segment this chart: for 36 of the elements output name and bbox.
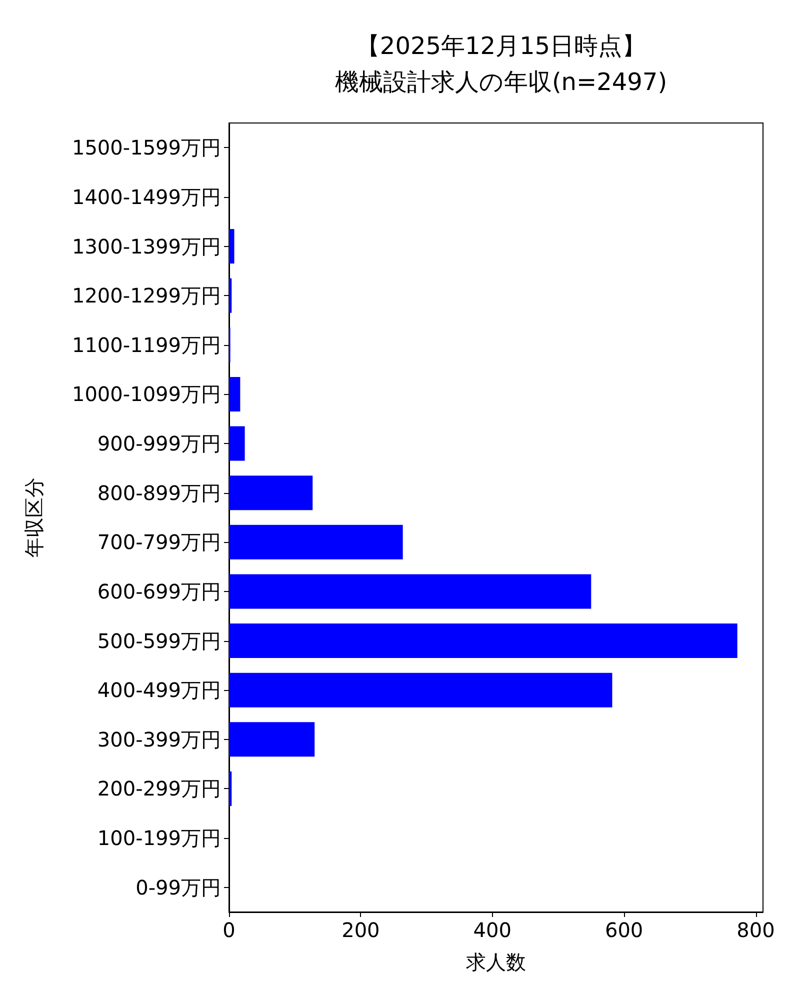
x-tick-label: 0 bbox=[222, 918, 236, 942]
y-tick-label: 1500-1599万円 bbox=[72, 136, 221, 160]
bar bbox=[229, 229, 234, 264]
bar bbox=[229, 771, 232, 806]
y-tick-label: 200-299万円 bbox=[97, 776, 221, 801]
y-tick-label: 1000-1099万円 bbox=[72, 382, 221, 406]
y-tick-label: 900-999万円 bbox=[97, 432, 221, 456]
x-tick-label: 400 bbox=[473, 918, 512, 942]
x-tick-label: 800 bbox=[736, 918, 775, 942]
x-tick-label: 200 bbox=[342, 918, 380, 942]
y-tick-label: 1100-1199万円 bbox=[72, 332, 221, 357]
bar bbox=[229, 524, 403, 560]
y-tick-label: 300-399万円 bbox=[97, 727, 221, 752]
x-axis-title: 求人数 bbox=[466, 950, 526, 974]
y-axis-title: 年収区分 bbox=[22, 478, 46, 558]
bar bbox=[229, 672, 612, 708]
y-tick-label: 500-599万円 bbox=[97, 628, 221, 653]
bar bbox=[229, 376, 240, 412]
bar bbox=[229, 624, 738, 658]
x-tick-label: 600 bbox=[604, 918, 644, 942]
y-tick-label: 100-199万円 bbox=[97, 826, 221, 850]
bar bbox=[229, 278, 232, 313]
bar bbox=[229, 426, 245, 461]
y-tick-label: 1300-1399万円 bbox=[72, 234, 221, 258]
bar bbox=[229, 574, 592, 609]
y-tick-label: 600-699万円 bbox=[97, 579, 221, 604]
y-tick-label: 700-799万円 bbox=[97, 530, 221, 554]
y-tick-label: 0-99万円 bbox=[136, 875, 221, 900]
bar bbox=[229, 722, 315, 757]
y-tick-label: 800-899万円 bbox=[97, 480, 221, 505]
chart-title: 【2025年12月15日時点】 bbox=[356, 32, 646, 60]
chart-subtitle: 機械設計求人の年収(n=2497) bbox=[334, 68, 668, 96]
y-tick-label: 400-499万円 bbox=[97, 678, 221, 702]
y-tick-label: 1400-1499万円 bbox=[72, 184, 221, 209]
y-tick-label: 1200-1299万円 bbox=[72, 284, 221, 308]
bar bbox=[229, 476, 313, 510]
